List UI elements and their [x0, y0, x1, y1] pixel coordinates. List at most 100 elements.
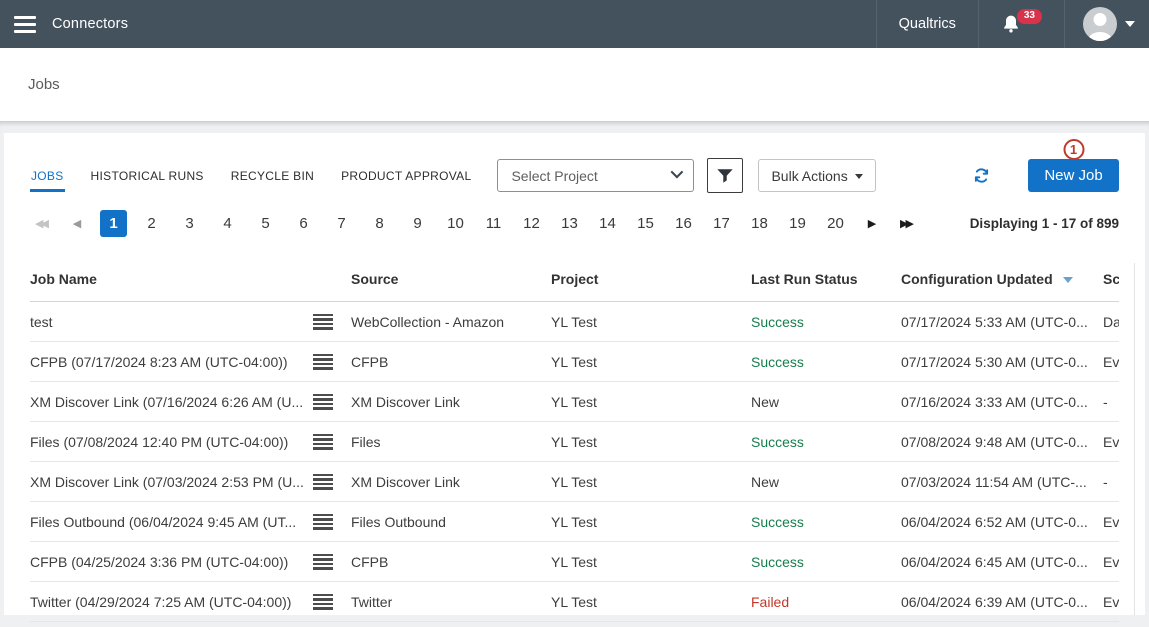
col-job-name[interactable]: Job Name [30, 271, 97, 287]
page-button-18[interactable]: 18 [751, 215, 768, 232]
table-header-row: Job Name Source Project Last Run Status … [30, 261, 1119, 302]
page-button-15[interactable]: 15 [637, 215, 654, 232]
page-button-6[interactable]: 6 [299, 215, 308, 232]
job-project: YL Test [551, 353, 597, 370]
job-name: test [30, 313, 53, 330]
notification-count-badge: 33 [1016, 8, 1042, 24]
tab-recycle-bin[interactable]: RECYCLE BIN [230, 169, 315, 183]
page-button-4[interactable]: 4 [223, 215, 232, 232]
page-button-9[interactable]: 9 [413, 215, 422, 232]
job-updated: 07/08/2024 9:48 AM (UTC-0... [901, 433, 1088, 450]
project-select[interactable]: Select Project [497, 159, 695, 192]
job-schedule: - [1103, 393, 1108, 410]
toolbar: JOBS HISTORICAL RUNS RECYCLE BIN PRODUCT… [30, 133, 1119, 193]
filter-funnel-icon [717, 168, 734, 183]
hamburger-menu-icon[interactable] [14, 15, 36, 33]
refresh-button[interactable] [973, 167, 990, 184]
page-button-14[interactable]: 14 [599, 215, 616, 232]
row-menu-icon[interactable] [313, 353, 333, 370]
page-button-8[interactable]: 8 [375, 215, 384, 232]
row-menu-icon[interactable] [313, 513, 333, 530]
tab-historical-runs[interactable]: HISTORICAL RUNS [90, 169, 204, 183]
page-button-20[interactable]: 20 [827, 215, 844, 232]
job-name: Files Outbound (06/04/2024 9:45 AM (UT..… [30, 513, 297, 530]
job-schedule: Da [1103, 313, 1119, 330]
page-number-list: 1 2 3 4 5 6 7 8 9 10 11 12 13 14 15 16 17 18 19 20 [100, 210, 849, 237]
job-project: YL Test [551, 513, 597, 530]
page-button-1[interactable]: 1 [100, 210, 127, 237]
new-job-button[interactable]: New Job 1 [1028, 139, 1119, 192]
page-button-13[interactable]: 13 [561, 215, 578, 232]
job-source: Files [351, 433, 381, 450]
page-header: Jobs [0, 48, 1149, 121]
prev-page-icon[interactable]: ◀ [72, 218, 81, 230]
row-menu-icon[interactable] [313, 593, 333, 610]
job-project: YL Test [551, 313, 597, 330]
notifications-button[interactable]: 33 [977, 0, 1064, 48]
page-button-19[interactable]: 19 [789, 215, 806, 232]
table-row[interactable]: XM Discover Link (07/03/2024 2:53 PM (U.… [30, 462, 1119, 502]
job-name: CFPB (04/25/2024 3:36 PM (UTC-04:00)) [30, 553, 289, 570]
job-updated: 06/04/2024 6:52 AM (UTC-0... [901, 513, 1088, 530]
col-last-run-status[interactable]: Last Run Status [751, 271, 858, 287]
page-button-17[interactable]: 17 [713, 215, 730, 232]
next-page-icon[interactable]: ▶ [867, 218, 876, 230]
status-cell: Success [751, 433, 804, 450]
col-schedule[interactable]: Sc [1103, 271, 1119, 287]
row-menu-icon[interactable] [313, 313, 333, 330]
tab-product-approval[interactable]: PRODUCT APPROVAL [341, 169, 472, 183]
table-row[interactable]: Files Outbound (06/04/2024 9:45 AM (UT..… [30, 502, 1119, 542]
user-menu-button[interactable] [1064, 0, 1149, 48]
job-schedule: Ev [1103, 553, 1119, 570]
page-button-3[interactable]: 3 [185, 215, 194, 232]
job-updated: 07/16/2024 3:33 AM (UTC-0... [901, 393, 1088, 410]
table-row[interactable]: XM Discover Link (07/16/2024 6:26 AM (U.… [30, 382, 1119, 422]
first-page-icon[interactable]: ◀◀ [35, 218, 49, 230]
col-configuration-updated[interactable]: Configuration Updated [901, 271, 1103, 287]
pagination-summary: Displaying 1 - 17 of 899 [969, 216, 1119, 231]
table-row[interactable]: Twitter (04/29/2024 7:25 AM (UTC-04:00))… [30, 582, 1119, 622]
page-button-2[interactable]: 2 [147, 215, 156, 232]
page-button-16[interactable]: 16 [675, 215, 692, 232]
row-menu-icon[interactable] [313, 473, 333, 490]
status-cell: Failed [751, 593, 790, 610]
brand-section[interactable]: Qualtrics [875, 0, 978, 48]
table-row[interactable]: CFPB (07/17/2024 8:23 AM (UTC-04:00)) CF… [30, 342, 1119, 382]
table-row[interactable]: Files (07/08/2024 12:40 PM (UTC-04:00)) … [30, 422, 1119, 462]
job-project: YL Test [551, 433, 597, 450]
status-cell: Success [751, 513, 804, 530]
bulk-caret-icon [854, 174, 863, 179]
job-name: XM Discover Link (07/16/2024 6:26 AM (U.… [30, 393, 304, 410]
job-source: Files Outbound [351, 513, 446, 530]
filter-button[interactable] [707, 158, 744, 193]
page-button-12[interactable]: 12 [523, 215, 540, 232]
page-button-5[interactable]: 5 [261, 215, 270, 232]
annotation-circle: 1 [1063, 139, 1084, 160]
table-row[interactable]: test WebCollection - Amazon YL Test Succ… [30, 302, 1119, 342]
page-button-11[interactable]: 11 [485, 215, 502, 232]
col-source[interactable]: Source [351, 271, 399, 287]
brand-label: Qualtrics [898, 16, 956, 32]
page-title: Jobs [28, 76, 60, 93]
job-updated: 07/03/2024 11:54 AM (UTC-... [901, 473, 1087, 490]
page-button-7[interactable]: 7 [337, 215, 346, 232]
job-schedule: Ev [1103, 593, 1119, 610]
row-menu-icon[interactable] [313, 433, 333, 450]
job-name: Twitter (04/29/2024 7:25 AM (UTC-04:00)) [30, 593, 292, 610]
row-menu-icon[interactable] [313, 393, 333, 410]
table-right-divider [1134, 263, 1135, 615]
bell-icon [1003, 15, 1018, 33]
top-bar: Connectors Qualtrics 33 [0, 0, 1149, 48]
app-title: Connectors [52, 16, 129, 32]
row-menu-icon[interactable] [313, 553, 333, 570]
tab-jobs[interactable]: JOBS [30, 159, 65, 192]
header-divider [0, 121, 1149, 133]
col-project[interactable]: Project [551, 271, 599, 287]
pagination: ◀◀ ◀ 1 2 3 4 5 6 7 8 9 10 11 12 13 14 15 16 17 18 19 20 ▶ ▶… [30, 210, 1119, 237]
table-row[interactable]: CFPB (04/25/2024 3:36 PM (UTC-04:00)) CF… [30, 542, 1119, 582]
bulk-actions-button[interactable]: Bulk Actions [758, 159, 876, 192]
caret-down-icon [1125, 21, 1135, 27]
last-page-icon[interactable]: ▶▶ [900, 218, 914, 230]
job-source: XM Discover Link [351, 393, 460, 410]
page-button-10[interactable]: 10 [447, 215, 464, 232]
